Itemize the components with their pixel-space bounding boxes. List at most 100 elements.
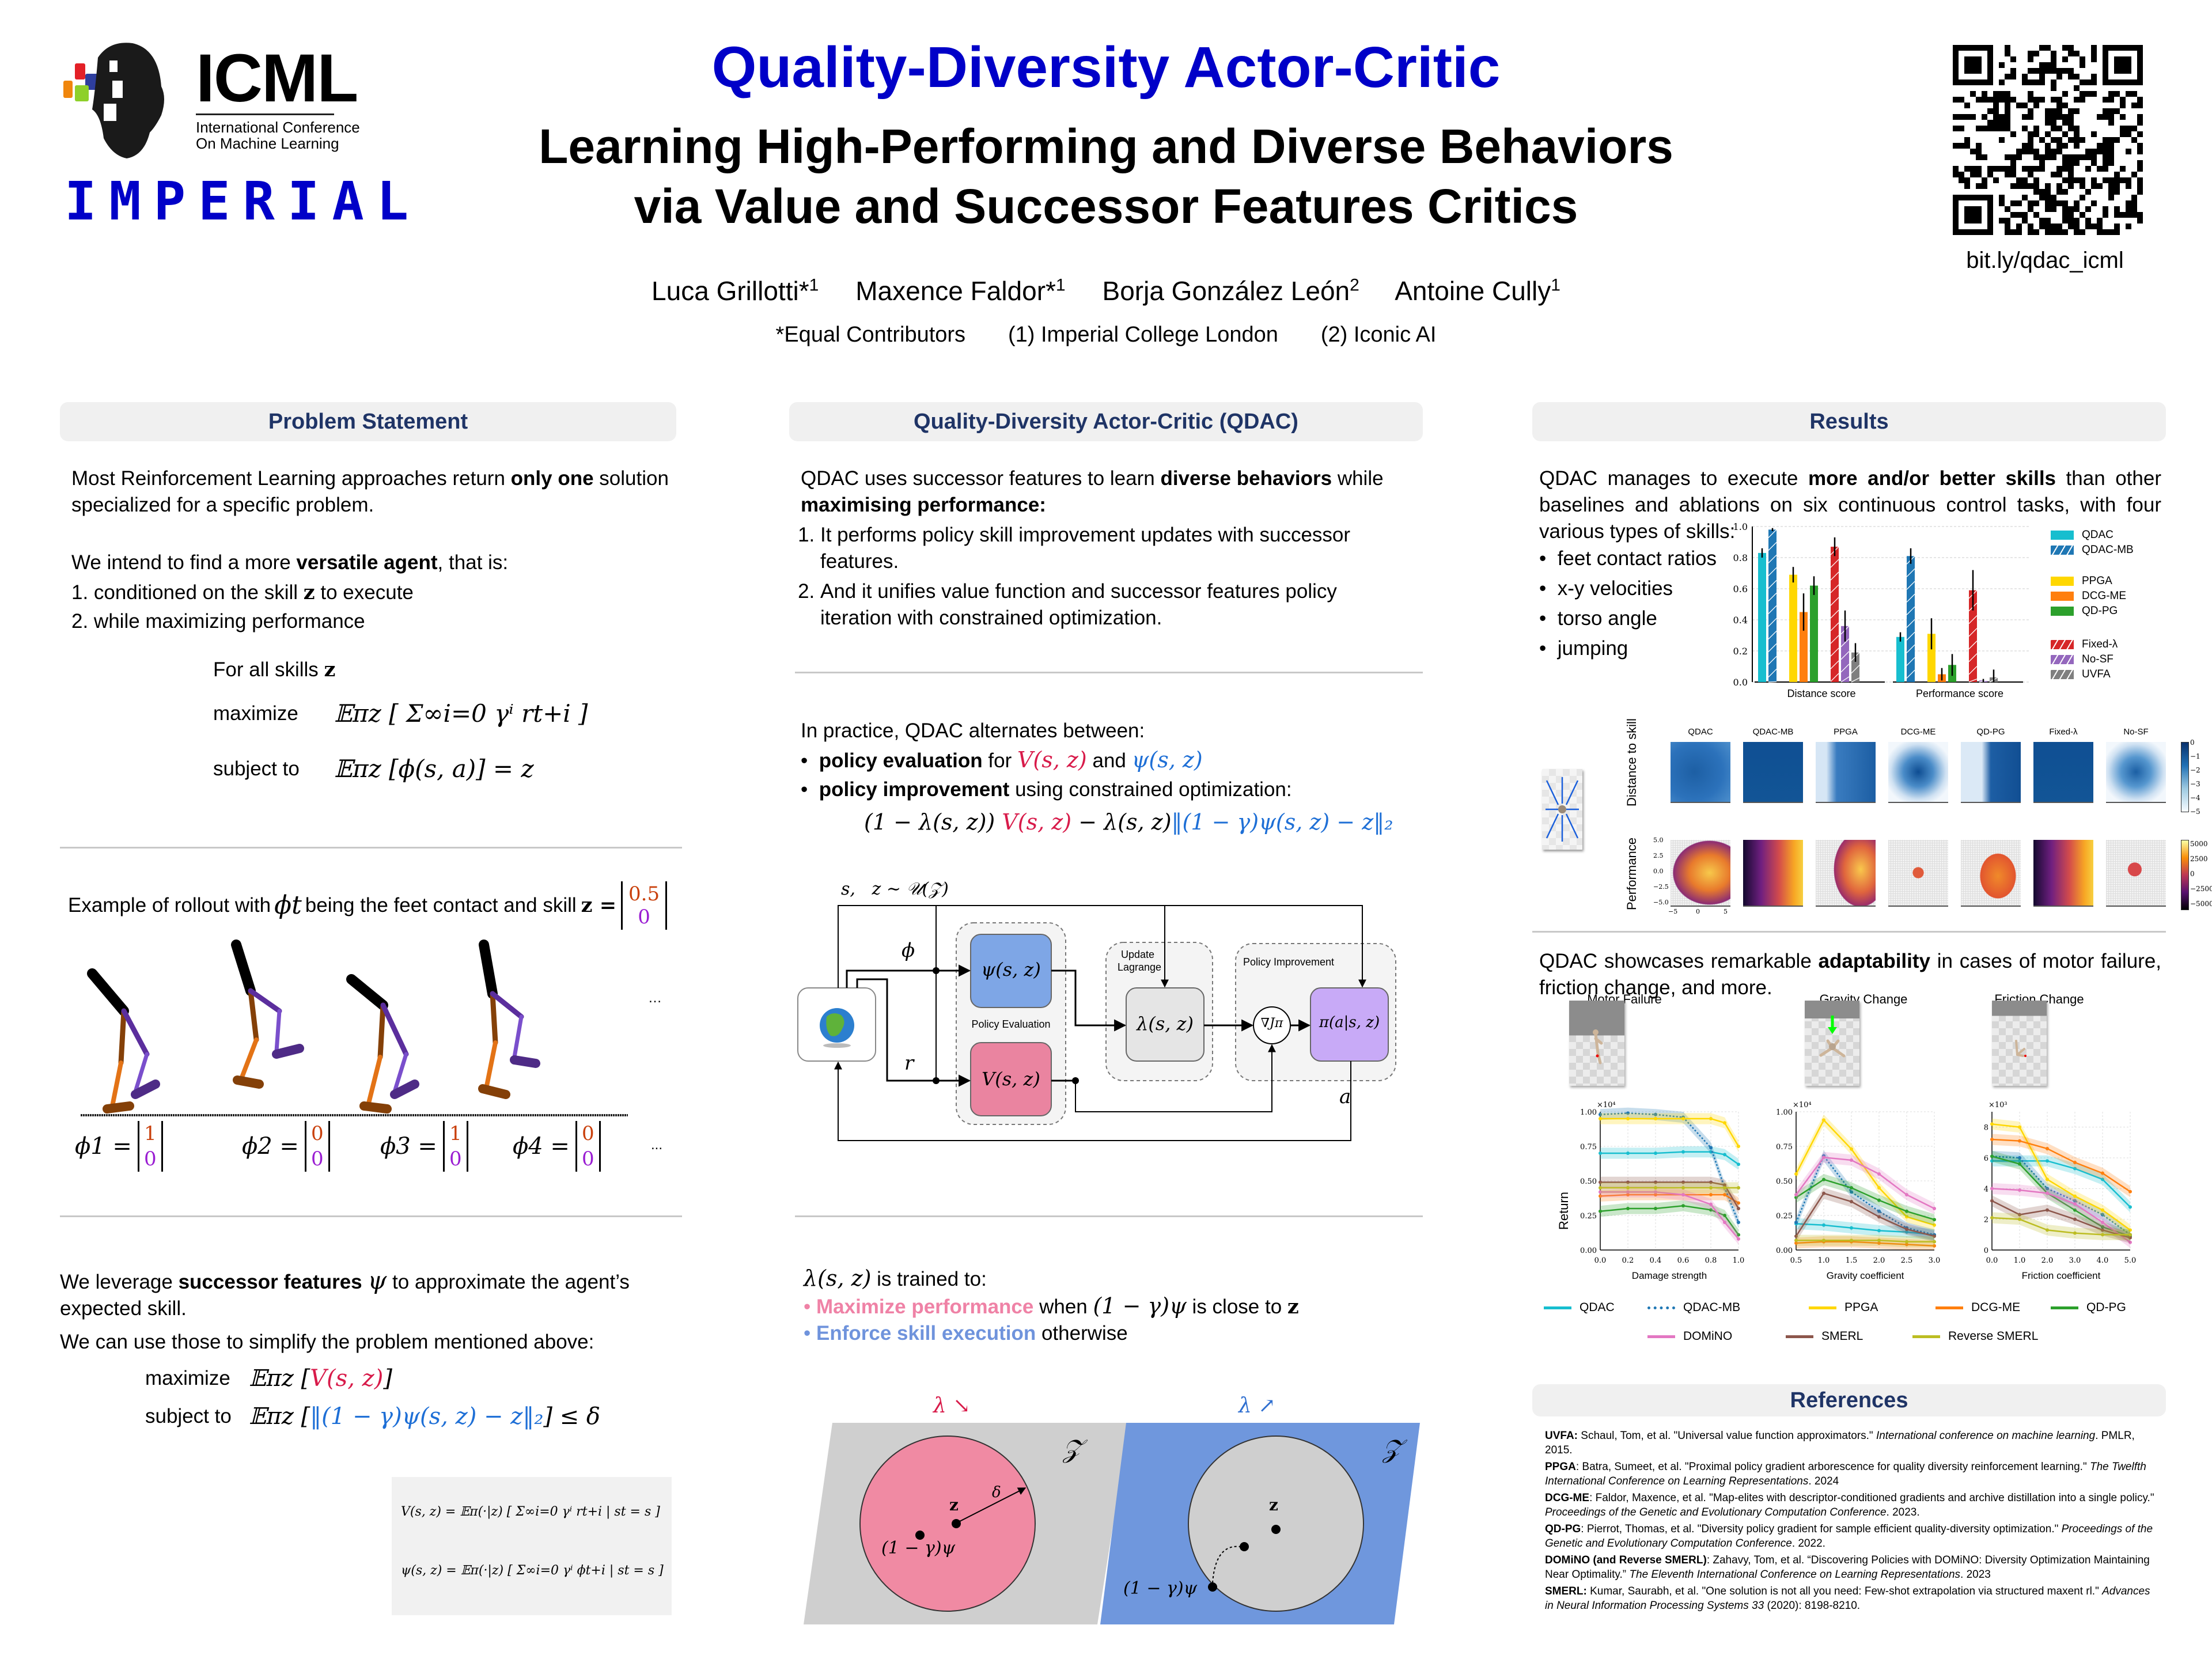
bar-hatch xyxy=(1968,615,1978,624)
data-point xyxy=(2046,1208,2049,1212)
data-point xyxy=(1737,1201,1740,1205)
data-point xyxy=(1654,1186,1657,1190)
data-point xyxy=(1681,1117,1685,1120)
confidence-band-qd-pg xyxy=(1600,1200,1738,1241)
data-point xyxy=(1905,1230,1908,1234)
heatmap-performance-ppga xyxy=(1816,840,1876,907)
heatmap-y-tick: 5.0 xyxy=(1653,836,1664,844)
heatmap-grid: QDAC QDAC-MB PPGA DCG-ME QD-PG Fixed-λ No-SF 0 −… xyxy=(1653,727,2212,917)
psi-point-label-right: (1 − γ)ψ xyxy=(1123,1578,1198,1599)
section-heading-references: References xyxy=(1532,1384,2166,1416)
heatmap-performance-qd-pg xyxy=(1961,840,2021,907)
bar-hatch xyxy=(1968,679,1978,683)
data-point xyxy=(1990,1154,1994,1158)
y-tick-label: 0.6 xyxy=(1733,584,1748,594)
grad-label: ∇Jπ xyxy=(1260,1016,1283,1031)
data-point xyxy=(1822,1223,1825,1227)
x-tick-label: 2.0 xyxy=(2041,1256,2054,1265)
bar-hatch xyxy=(1830,622,1839,631)
y-tick-label: 0.2 xyxy=(1733,646,1748,657)
colorbar-tick: −5000 xyxy=(2190,900,2212,908)
data-point xyxy=(1681,1204,1685,1208)
qr-code-icon[interactable] xyxy=(1953,45,2143,235)
diagram-input-label: s, z ∼ 𝒰(𝒵) xyxy=(841,879,949,899)
sim-friction xyxy=(1992,1001,2047,1086)
data-point xyxy=(1794,1234,1798,1238)
legend-label: QD-PG xyxy=(2086,1301,2126,1314)
data-point xyxy=(1599,1190,1602,1194)
data-point xyxy=(1723,1221,1726,1224)
bar-hatch xyxy=(1768,567,1777,576)
data-point xyxy=(1877,1238,1881,1243)
heatmap-x-tick: 0 xyxy=(1696,908,1700,915)
heatmap-y-tick: −5.0 xyxy=(1653,899,1669,906)
divider xyxy=(795,672,1423,673)
data-point xyxy=(2128,1205,2132,1209)
colorbar-tick: 2500 xyxy=(2190,855,2208,863)
value-definition: V(s, z) = 𝔼π(·|z) [ Σ∞i=0 γⁱ rt+i | st =… xyxy=(401,1505,660,1519)
series-line-ppga xyxy=(1991,1123,2131,1231)
x-tick-label: 0.4 xyxy=(1650,1256,1662,1265)
data-point xyxy=(1626,1180,1630,1184)
psi-point-label-left: (1 − γ)ψ xyxy=(881,1538,956,1558)
qdac-intro: QDAC uses successor features to learn di… xyxy=(801,465,1411,631)
data-point xyxy=(2046,1177,2049,1181)
legend-label: QDAC-MB xyxy=(2082,544,2134,556)
data-point xyxy=(1599,1117,1602,1120)
y-tick-label: 0.00 xyxy=(1580,1247,1597,1255)
data-point xyxy=(2073,1231,2077,1235)
problem-versatile: We intend to find a more versatile agent… xyxy=(71,551,509,632)
lambda-box-label: λ(s, z) xyxy=(1137,1013,1194,1035)
legend-swatch xyxy=(2051,531,2074,540)
data-point xyxy=(2101,1208,2104,1212)
walker-2 xyxy=(231,940,304,1089)
bar-hatch xyxy=(1830,571,1839,581)
affil-equal: *Equal Contributors xyxy=(775,323,966,347)
colorbar-tick: 5000 xyxy=(2190,840,2208,848)
series-line-domino xyxy=(1795,1156,1935,1210)
line-legend-item: QDAC xyxy=(1544,1301,1615,1315)
data-point xyxy=(1822,1238,1825,1243)
legend-label: DOMiNO xyxy=(1683,1330,1733,1343)
data-point xyxy=(1599,1112,1602,1116)
data-point xyxy=(1681,1186,1685,1190)
objective-equation: 𝔼πz [ Σ∞i=0 γⁱ rt+i ] xyxy=(334,699,588,728)
bar-qdac-0 xyxy=(1758,552,1766,682)
line-legend-item: QDAC-MB xyxy=(1647,1301,1740,1315)
divider xyxy=(60,1215,682,1217)
data-point xyxy=(1794,1241,1798,1245)
confidence-band-qdac-mb xyxy=(1600,1107,1738,1228)
direction-arrows-icon xyxy=(1546,777,1579,842)
data-point xyxy=(2101,1225,2104,1229)
confidence-band-reverse-smerl xyxy=(1992,1212,2130,1240)
data-point xyxy=(1877,1186,1881,1190)
confidence-band-ppga xyxy=(1600,1113,1738,1152)
data-point xyxy=(1737,1233,1740,1237)
data-point xyxy=(1599,1186,1602,1190)
data-point xyxy=(1599,1194,1602,1198)
heatmap-y-tick: 0.0 xyxy=(1653,868,1664,875)
constraint-equation: 𝔼πz [ϕ(s, a)] = z xyxy=(334,755,534,783)
data-point xyxy=(1850,1200,1853,1203)
x-tick-label: 0.0 xyxy=(1594,1256,1607,1265)
heatmap-method-label: QDAC xyxy=(1688,727,1713,737)
data-point xyxy=(1905,1209,1908,1213)
bar-hatch xyxy=(1768,541,1777,551)
bar-hatch xyxy=(1906,644,1915,653)
heatmap-row-label-distance: Distance to skill xyxy=(1624,718,1639,806)
data-point xyxy=(1990,1199,1994,1203)
series-line-qdac-mb xyxy=(1991,1156,2131,1236)
bar-hatch xyxy=(1840,664,1850,673)
data-point xyxy=(1990,1122,1994,1126)
qr-link[interactable]: bit.ly/qdac_icml xyxy=(1966,248,2124,273)
data-point xyxy=(1877,1229,1881,1233)
legend-swatch xyxy=(2051,577,2074,586)
group-improve-label: Policy Improvement xyxy=(1243,956,1335,968)
reference-item: DOMiNO (and Reverse SMERL): Zahavy, Tom,… xyxy=(1545,1554,2150,1581)
data-point xyxy=(1877,1198,1881,1202)
data-point xyxy=(1599,1180,1602,1184)
lambda-increase-label: λ ↗ xyxy=(1238,1394,1276,1418)
bar-hatch xyxy=(1830,597,1839,606)
y-tick-label: 0.75 xyxy=(1580,1143,1597,1152)
